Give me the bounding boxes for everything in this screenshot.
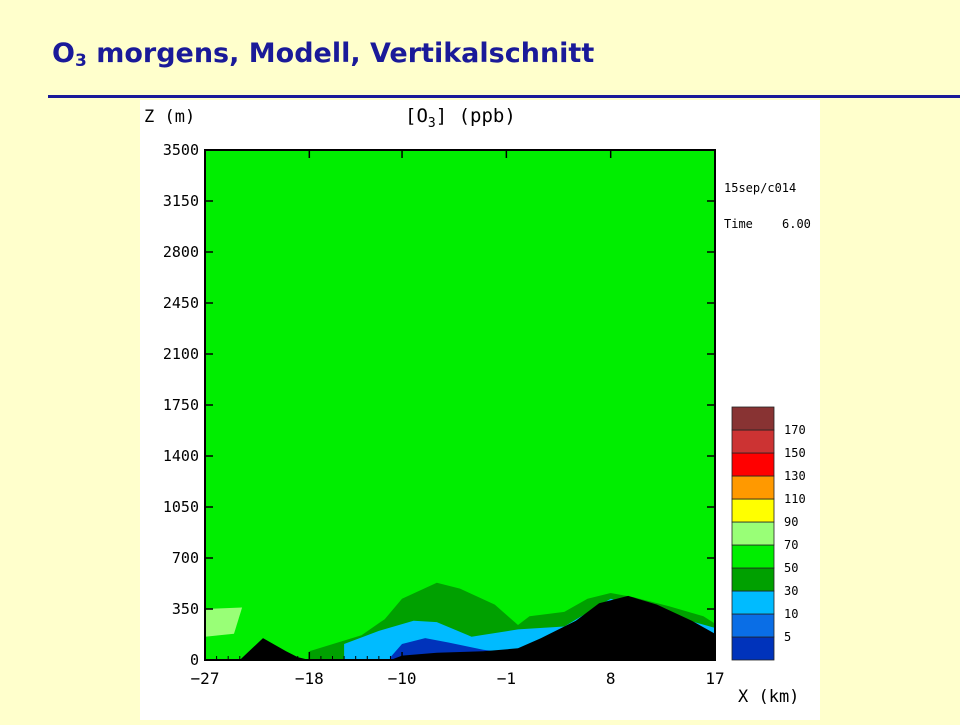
x-tick-label: −18 — [295, 669, 324, 688]
legend-swatch — [731, 498, 775, 523]
legend-label: 90 — [784, 515, 798, 529]
x-tick-label: 17 — [705, 669, 724, 688]
x-axis-label: X (km) — [738, 687, 799, 707]
plot-frame: −27 −18 −10 −1 8 17 0 350 700 1050 1400 1750 2100 24… — [140, 100, 820, 720]
y-tick-label: 3500 — [163, 141, 199, 159]
slide-title: O3 morgens, Modell, Vertikalschnitt — [52, 38, 594, 71]
title-rest: morgens, Modell, Vertikalschnitt — [86, 38, 595, 69]
legend-label: 110 — [784, 492, 806, 506]
legend-swatch — [731, 567, 775, 592]
region-light-green-left — [205, 607, 243, 637]
chart-title-subscript: 3 — [428, 116, 436, 131]
o3-cross-section-chart: −27 −18 −10 −1 8 17 0350700105014001750210024… — [144, 105, 811, 707]
legend-label: 10 — [784, 607, 798, 621]
legend-label: 150 — [784, 446, 806, 460]
legend-label: 170 — [784, 423, 806, 437]
legend-label: 50 — [784, 561, 798, 575]
time-label: Time — [724, 217, 753, 231]
y-tick-label: 2800 — [163, 243, 199, 261]
x-tick-label: −1 — [497, 669, 516, 688]
legend-swatch — [731, 636, 775, 661]
y-tick-label: 1050 — [163, 498, 199, 516]
color-legend: 5 10 30 50 70 90 110 130 150 170 — [731, 406, 806, 661]
y-tick-label: 350 — [172, 600, 199, 618]
y-axis-label: Z (m) — [144, 107, 195, 127]
title-prefix: O — [52, 38, 75, 69]
legend-swatch — [731, 475, 775, 500]
y-tick-label: 1750 — [163, 396, 199, 414]
y-tick-label: 2100 — [163, 345, 199, 363]
legend-swatch — [731, 429, 775, 454]
run-label: 15sep/c014 — [724, 181, 796, 195]
legend-swatch — [731, 590, 775, 615]
legend-label: 130 — [784, 469, 806, 483]
title-divider — [48, 95, 960, 98]
terrain — [205, 595, 715, 660]
legend-label: 5 — [784, 630, 791, 644]
x-tick-label: −10 — [388, 669, 417, 688]
y-tick-label: 1400 — [163, 447, 199, 465]
legend-label: 70 — [784, 538, 798, 552]
legend-swatch — [731, 613, 775, 638]
legend-swatch — [731, 521, 775, 546]
y-tick-label: 0 — [190, 651, 199, 669]
y-tick-label: 700 — [172, 549, 199, 567]
legend-label: 30 — [784, 584, 798, 598]
plot-background — [205, 150, 715, 660]
legend-swatch — [731, 544, 775, 569]
x-tick-label: −27 — [191, 669, 220, 688]
legend-swatch — [731, 406, 775, 431]
chart-title: [O3] (ppb) — [405, 105, 516, 131]
time-value: 6.00 — [782, 217, 811, 231]
y-tick-label: 2450 — [163, 294, 199, 312]
title-subscript: 3 — [74, 51, 87, 71]
x-tick-label: 8 — [606, 669, 616, 688]
legend-swatch — [731, 452, 775, 477]
y-tick-label: 3150 — [163, 192, 199, 210]
